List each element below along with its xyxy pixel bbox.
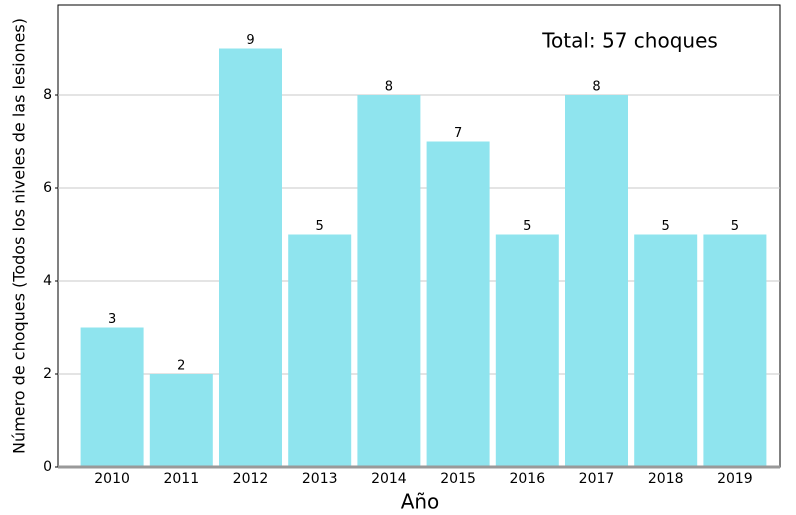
annotation: Total: 57 choques (541, 29, 718, 53)
x-tick-label: 2019 (717, 471, 753, 487)
x-tick-label: 2018 (648, 471, 684, 487)
data-label: 8 (385, 80, 393, 95)
data-label: 9 (246, 33, 254, 48)
data-label: 3 (108, 312, 116, 327)
y-tick-label: 4 (43, 273, 52, 289)
x-tick-label: 2017 (579, 471, 615, 487)
x-tick-label: 2016 (509, 471, 545, 487)
bar (426, 141, 490, 467)
y-tick-label: 0 (43, 459, 52, 475)
bar (565, 95, 628, 467)
bar (495, 234, 559, 467)
bar (219, 48, 282, 467)
x-tick-label: 2014 (371, 471, 407, 487)
data-label: 2 (177, 359, 185, 374)
bar (288, 234, 352, 467)
x-tick-label: 2012 (233, 471, 269, 487)
data-label: 8 (592, 80, 600, 95)
bar (703, 234, 767, 467)
bar (634, 234, 698, 467)
x-tick-label: 2011 (163, 471, 199, 487)
bar (149, 374, 213, 467)
x-tick-label: 2015 (440, 471, 476, 487)
y-axis-label: Número de choques (Todos los niveles de … (10, 18, 29, 454)
bar (357, 95, 421, 467)
data-label: 5 (662, 219, 670, 234)
data-label: 5 (316, 219, 324, 234)
y-tick-label: 8 (43, 87, 52, 103)
data-label: 7 (454, 126, 462, 141)
x-axis-label: Año (401, 490, 440, 514)
data-label: 5 (523, 219, 531, 234)
x-tick-label: 2013 (302, 471, 338, 487)
bar (80, 327, 144, 467)
y-tick-label: 6 (43, 180, 52, 196)
y-tick-label: 2 (43, 366, 52, 382)
data-label: 5 (731, 219, 739, 234)
x-tick-label: 2010 (94, 471, 130, 487)
